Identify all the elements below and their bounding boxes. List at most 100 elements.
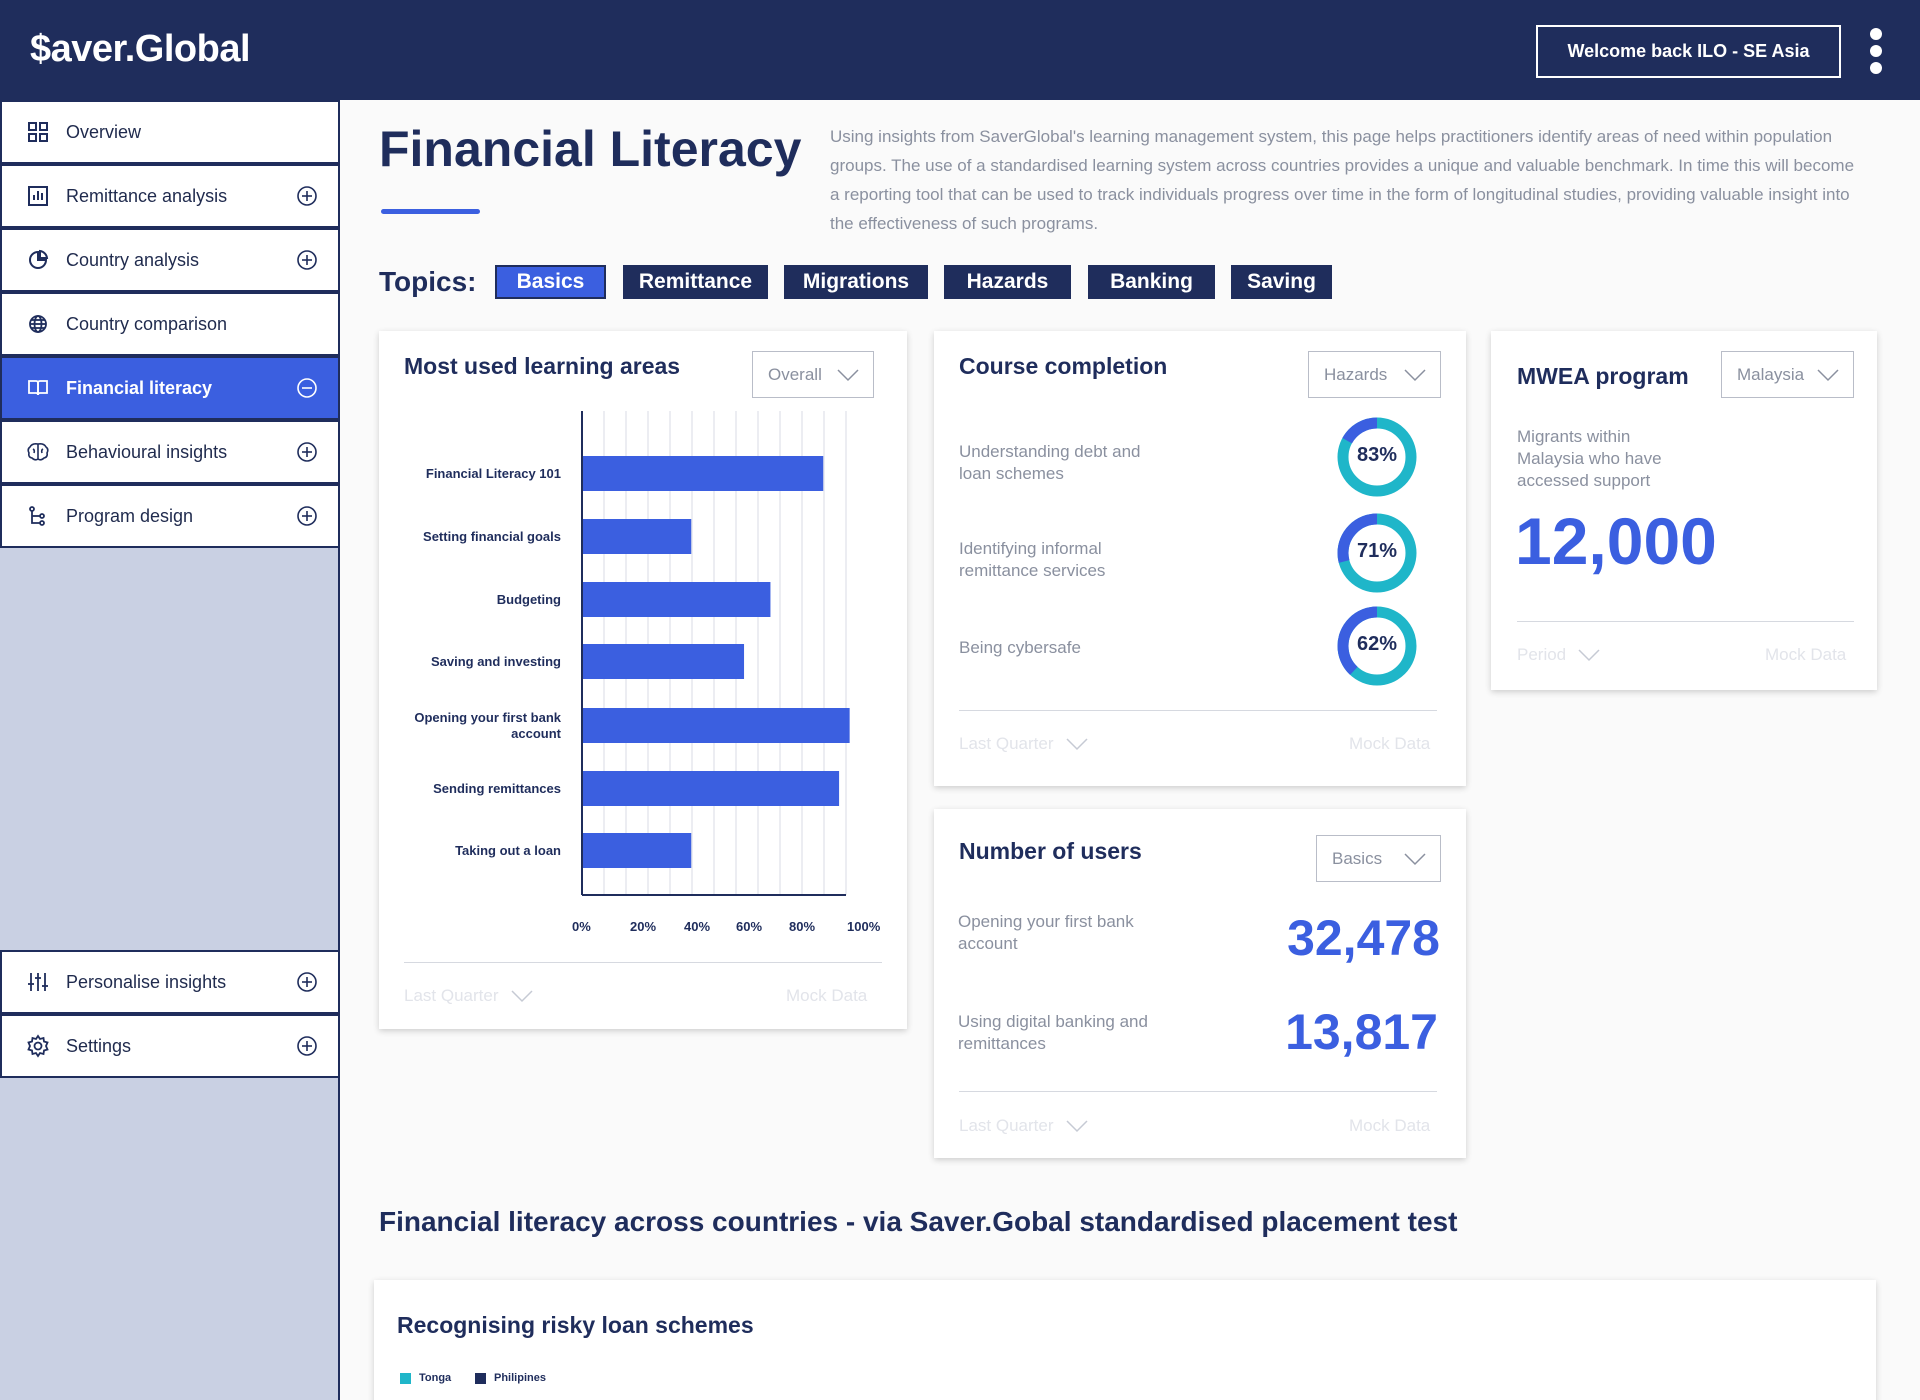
completion-donut — [1337, 513, 1417, 593]
bar-label: Setting financial goals — [423, 528, 561, 544]
bar-chart-icon — [26, 184, 50, 208]
users-value: 13,817 — [1285, 1004, 1438, 1060]
sidebar-item-program-design[interactable]: Program design — [0, 484, 340, 548]
mwea-value: 12,000 — [1515, 504, 1717, 578]
sidebar-item-country-comparison[interactable]: Country comparison — [0, 292, 340, 356]
logo[interactable]: $aver.Global — [30, 28, 251, 70]
completion-donut — [1337, 417, 1417, 497]
sidebar-item-financial-literacy[interactable]: Financial literacy — [0, 356, 340, 420]
expand-icon[interactable] — [296, 185, 318, 207]
card-divider — [959, 710, 1437, 711]
data-source: Mock Data — [1765, 645, 1847, 664]
country-dropdown[interactable]: Malaysia — [1721, 351, 1854, 398]
welcome-button[interactable]: Welcome back ILO - SE Asia — [1536, 25, 1841, 78]
mwea-label: Migrants within Malaysia who have access… — [1517, 427, 1662, 490]
card-title: MWEA program — [1517, 363, 1689, 389]
topic-migrations[interactable]: Migrations — [784, 265, 928, 299]
learning-areas-chart — [581, 411, 850, 896]
dropdown-value: Overall — [768, 364, 822, 384]
expand-icon[interactable] — [296, 1035, 318, 1057]
legend-swatch — [475, 1372, 486, 1384]
course-completion-dropdown[interactable]: Hazards — [1308, 351, 1441, 398]
topic-hazards[interactable]: Hazards — [944, 265, 1071, 299]
topic-saving[interactable]: Saving — [1231, 265, 1332, 299]
sidebar-item-settings[interactable]: Settings — [0, 1014, 340, 1078]
bar[interactable] — [583, 708, 850, 743]
sidebar-item-label: Personalise insights — [66, 971, 227, 992]
bar[interactable] — [583, 582, 771, 617]
sidebar-item-country-analysis[interactable]: Country analysis — [0, 228, 340, 292]
expand-icon[interactable] — [296, 441, 318, 463]
bar[interactable] — [583, 644, 745, 679]
chevron-down-icon — [1817, 369, 1839, 382]
sliders-icon — [26, 970, 50, 994]
globe-icon — [26, 312, 50, 336]
learning-areas-dropdown[interactable]: Overall — [752, 351, 874, 398]
x-tick-label: 100% — [847, 919, 881, 934]
topic-basics[interactable]: Basics — [495, 265, 606, 299]
bar-label: Financial Literacy 101 — [425, 465, 561, 481]
chevron-down-icon — [1065, 1120, 1088, 1133]
donut-segment — [1337, 606, 1417, 686]
page-intro: Using insights from SaverGlobal's learni… — [830, 127, 1855, 233]
bar-label: Budgeting — [496, 591, 561, 607]
bar[interactable] — [583, 833, 692, 868]
period-dropdown[interactable]: Last Quarter — [959, 1116, 1088, 1136]
completion-percent: 83% — [1356, 444, 1398, 466]
topic-banking[interactable]: Banking — [1088, 265, 1215, 299]
x-tick-label: 60% — [736, 919, 763, 934]
chevron-down-icon — [1065, 738, 1088, 751]
course-label: Being cybersafe — [959, 638, 1081, 657]
card-divider — [959, 1091, 1437, 1092]
bar-label: Saving and investing — [430, 653, 561, 669]
page-title: Financial Literacy — [379, 121, 802, 177]
data-source: Mock Data — [786, 986, 868, 1005]
course-label: Understanding debt and loan schemes — [959, 442, 1141, 483]
period-label: Last Quarter — [404, 986, 499, 1005]
card-title: Recognising risky loan schemes — [397, 1312, 754, 1338]
sidebar-item-behavioural-insights[interactable]: Behavioural insights — [0, 420, 340, 484]
expand-icon[interactable] — [296, 249, 318, 271]
book-icon — [26, 376, 50, 400]
period-dropdown[interactable]: Last Quarter — [404, 986, 533, 1006]
dropdown-value: Malaysia — [1737, 364, 1805, 384]
completion-percent: 62% — [1356, 633, 1398, 655]
expand-icon[interactable] — [296, 971, 318, 993]
countries-card: Recognising risky loan schemes Tonga Phi… — [374, 1280, 1876, 1400]
users-value: 32,478 — [1287, 910, 1440, 966]
bar[interactable] — [583, 456, 824, 491]
users-topic-dropdown[interactable]: Basics — [1316, 835, 1441, 882]
top-bar: $aver.Global Welcome back ILO - SE Asia — [0, 0, 1920, 100]
mwea-card: MWEA program Malaysia Migrants within Ma… — [1491, 331, 1877, 690]
sidebar-item-remittance-analysis[interactable]: Remittance analysis — [0, 164, 340, 228]
period-label: Period — [1517, 645, 1567, 664]
course-completion-card: Course completion Hazards Understanding … — [934, 331, 1466, 786]
chevron-down-icon — [510, 990, 533, 1003]
bar[interactable] — [583, 771, 840, 806]
bar[interactable] — [583, 519, 692, 554]
legend-swatch — [400, 1372, 411, 1384]
gear-icon — [26, 1034, 50, 1058]
period-dropdown[interactable]: Last Quarter — [959, 734, 1088, 754]
chevron-down-icon — [1578, 649, 1600, 662]
legend-item-philipines: Philipines — [475, 1372, 546, 1384]
card-divider — [1517, 621, 1854, 622]
sidebar-item-label: Financial literacy — [66, 377, 213, 398]
period-label: Last Quarter — [959, 734, 1054, 753]
expand-icon[interactable] — [296, 505, 318, 527]
sidebar-item-label: Program design — [66, 505, 194, 526]
period-dropdown[interactable]: Period — [1517, 645, 1600, 665]
course-label: Identifying informal remittance services — [959, 539, 1106, 580]
legend-label: Tonga — [419, 1372, 452, 1384]
more-menu-icon[interactable] — [1866, 28, 1886, 76]
chevron-down-icon — [1404, 369, 1426, 382]
sidebar-item-overview[interactable]: Overview — [0, 100, 340, 164]
chevron-down-icon — [1404, 853, 1426, 866]
topic-remittance[interactable]: Remittance — [623, 265, 768, 299]
bar-label: Sending remittances — [433, 780, 561, 796]
sidebar: Overview Remittance analysis Country ana… — [0, 100, 340, 1400]
collapse-icon[interactable] — [296, 377, 318, 399]
sidebar-item-personalise-insights[interactable]: Personalise insights — [0, 950, 340, 1014]
card-title: Course completion — [959, 353, 1168, 379]
flow-icon — [26, 504, 50, 528]
